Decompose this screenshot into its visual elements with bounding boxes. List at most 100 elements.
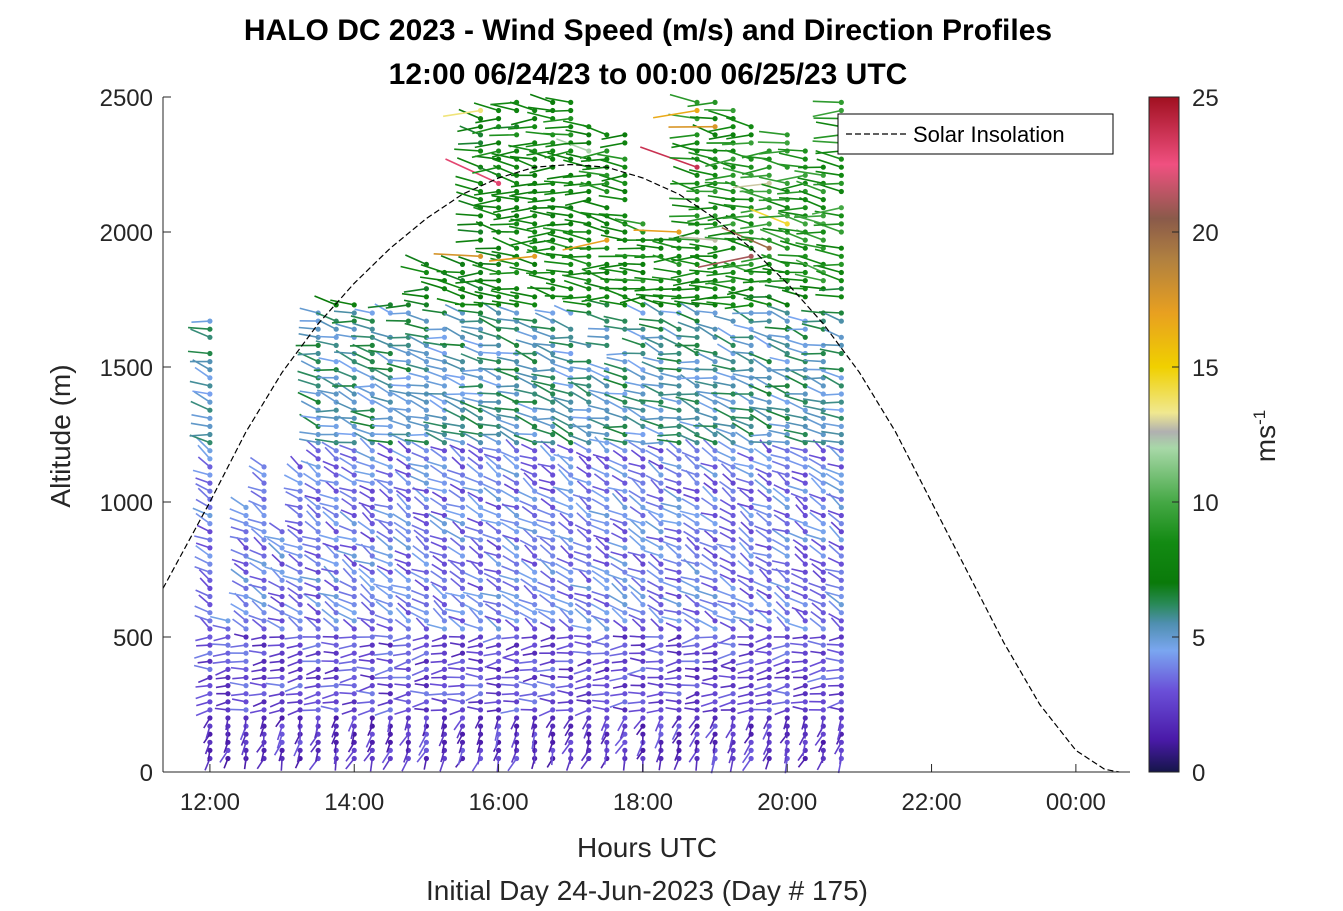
wind-barb-point bbox=[514, 132, 520, 138]
wind-barb-shaft bbox=[617, 247, 643, 250]
wind-barb-point bbox=[730, 642, 736, 648]
wind-barb-shaft bbox=[321, 441, 337, 452]
wind-barb-point bbox=[676, 699, 682, 705]
wind-barb-shaft bbox=[526, 150, 553, 156]
wind-barb-point bbox=[315, 747, 321, 754]
wind-barb-shaft bbox=[492, 164, 517, 177]
colorbar-tick-label: 10 bbox=[1192, 490, 1219, 517]
wind-barb-point bbox=[495, 650, 502, 656]
wind-barb-point bbox=[712, 383, 718, 389]
wind-barb-point bbox=[820, 278, 826, 284]
wind-barb-point bbox=[315, 440, 321, 446]
wind-barb-point bbox=[333, 456, 339, 462]
wind-barb-shaft bbox=[354, 450, 373, 460]
wind-barb-shaft bbox=[194, 614, 211, 622]
wind-barb-shaft bbox=[195, 512, 211, 525]
wind-barb-shaft bbox=[780, 260, 806, 266]
wind-barb-shaft bbox=[697, 392, 716, 403]
wind-barb-point bbox=[550, 683, 556, 689]
wind-barb-point bbox=[748, 253, 754, 259]
wind-barb-point bbox=[279, 699, 285, 705]
wind-barb-point bbox=[279, 626, 285, 632]
wind-barb-point bbox=[477, 545, 484, 551]
wind-barb-shaft bbox=[614, 278, 643, 282]
wind-barb-point bbox=[748, 456, 754, 462]
wind-barb-point bbox=[640, 448, 646, 454]
wind-barb-point bbox=[604, 626, 610, 632]
wind-barb-point bbox=[441, 529, 448, 535]
wind-barb-shaft bbox=[545, 125, 571, 130]
wind-barb-point bbox=[441, 707, 448, 713]
wind-barb-point bbox=[405, 464, 411, 470]
wind-barb-shaft bbox=[502, 474, 518, 484]
wind-barb-point bbox=[532, 529, 538, 535]
wind-barb-shaft bbox=[233, 610, 247, 622]
wind-barb-shaft bbox=[410, 589, 427, 598]
wind-barb-shaft bbox=[321, 593, 337, 606]
wind-barb-shaft bbox=[600, 142, 625, 149]
wind-barb-point bbox=[568, 731, 574, 737]
wind-barb-shaft bbox=[411, 598, 427, 606]
wind-barb-point bbox=[369, 618, 375, 624]
wind-barb-point bbox=[586, 472, 592, 478]
wind-barb-shaft bbox=[288, 616, 301, 630]
wind-barb-point bbox=[658, 618, 664, 624]
wind-barb-shaft bbox=[337, 382, 355, 395]
wind-barb-shaft bbox=[515, 339, 535, 347]
wind-barb-point bbox=[802, 674, 808, 681]
wind-barb-point bbox=[207, 747, 213, 754]
wind-barb-point bbox=[784, 488, 790, 494]
wind-barb-point bbox=[676, 399, 682, 405]
wind-barb-shaft bbox=[319, 502, 337, 509]
wind-barb-shaft bbox=[708, 109, 734, 120]
wind-barb-point bbox=[477, 634, 484, 640]
wind-barb-point bbox=[351, 537, 357, 543]
wind-barb-point bbox=[423, 375, 429, 381]
wind-barb-shaft bbox=[190, 328, 211, 339]
wind-barb-point bbox=[279, 666, 285, 673]
wind-barb-shaft bbox=[721, 142, 752, 146]
wind-barb-shaft bbox=[578, 170, 607, 177]
wind-barb-shaft bbox=[573, 441, 590, 452]
wind-barb-shaft bbox=[674, 300, 698, 306]
wind-barb-shaft bbox=[482, 483, 499, 492]
wind-barb-shaft bbox=[490, 223, 517, 226]
wind-barb-shaft bbox=[826, 444, 842, 452]
wind-barb-point bbox=[802, 585, 808, 592]
wind-barb-shaft bbox=[725, 198, 752, 201]
wind-barb-point bbox=[568, 739, 574, 745]
wind-barb-shaft bbox=[768, 429, 788, 436]
wind-barb-shaft bbox=[393, 521, 409, 533]
wind-barb-point bbox=[802, 577, 808, 583]
wind-barb-point bbox=[694, 561, 700, 567]
wind-barb-point bbox=[550, 197, 556, 203]
wind-barb-point bbox=[207, 626, 213, 632]
colorbar-gradient bbox=[1148, 96, 1180, 773]
wind-barb-shaft bbox=[518, 698, 535, 703]
wind-barb-shaft bbox=[748, 384, 770, 395]
wind-barb-shaft bbox=[699, 575, 716, 582]
wind-barb-shaft bbox=[739, 510, 752, 525]
wind-barb-shaft bbox=[527, 182, 553, 187]
wind-barb-point bbox=[658, 755, 664, 762]
wind-barb-point bbox=[261, 715, 267, 721]
wind-barb-shaft bbox=[738, 536, 752, 549]
wind-barb-shaft bbox=[551, 429, 572, 444]
wind-barb-shaft bbox=[715, 371, 734, 379]
wind-barb-shaft bbox=[354, 385, 373, 389]
wind-barb-point bbox=[261, 602, 267, 608]
wind-barb-point bbox=[495, 456, 502, 462]
wind-barb-point bbox=[586, 431, 592, 438]
wind-barb-point bbox=[261, 642, 267, 648]
wind-barb-shaft bbox=[455, 175, 481, 185]
wind-barb-point bbox=[586, 496, 592, 502]
wind-barb-shaft bbox=[489, 134, 517, 137]
wind-barb-shaft bbox=[545, 282, 571, 290]
wind-barb-shaft bbox=[330, 299, 355, 306]
wind-barb-point bbox=[694, 577, 700, 583]
wind-barb-shaft bbox=[675, 396, 698, 403]
wind-barb-point bbox=[405, 666, 411, 673]
wind-barb-point bbox=[243, 650, 249, 656]
wind-barb-shaft bbox=[579, 150, 608, 159]
wind-barb-point bbox=[784, 545, 790, 551]
